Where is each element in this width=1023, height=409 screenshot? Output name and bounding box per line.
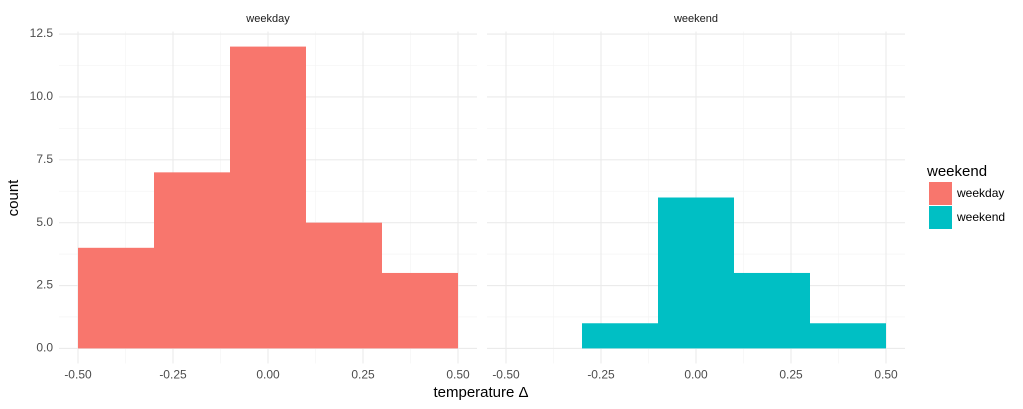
- x-axis-title: temperature Δ: [433, 384, 528, 401]
- y-tick-label: 10.0: [30, 89, 54, 103]
- x-tick-label: 0.00: [256, 368, 280, 382]
- histogram-bar: [230, 46, 306, 349]
- histogram-bar: [154, 172, 230, 349]
- legend-key: [929, 206, 952, 229]
- y-tick-label: 5.0: [36, 215, 53, 229]
- legend-label: weekend: [956, 210, 1005, 224]
- facet-label: weekend: [673, 13, 718, 25]
- x-tick-label: 0.25: [779, 368, 803, 382]
- legend-key: [929, 182, 952, 205]
- histogram-bar: [382, 272, 458, 349]
- histogram-bar: [306, 222, 382, 349]
- histogram-bar: [78, 247, 154, 349]
- legend-title: weekend: [926, 163, 987, 180]
- x-tick-label: -0.25: [587, 368, 615, 382]
- x-tick-label: -0.50: [64, 368, 92, 382]
- x-tick-label: 0.00: [684, 368, 708, 382]
- y-axis-title: count: [5, 179, 22, 217]
- y-tick-label: 12.5: [30, 26, 54, 40]
- y-tick-label: 0.0: [36, 341, 53, 355]
- legend-label: weekday: [956, 186, 1004, 200]
- x-tick-label: -0.50: [492, 368, 520, 382]
- y-tick-label: 2.5: [36, 278, 53, 292]
- histogram-bar: [734, 272, 810, 349]
- histogram-bar: [658, 197, 734, 349]
- x-tick-label: 0.50: [446, 368, 470, 382]
- y-tick-label: 7.5: [36, 152, 53, 166]
- histogram-bar: [582, 323, 658, 349]
- x-tick-label: 0.50: [874, 368, 898, 382]
- x-tick-label: 0.25: [351, 368, 375, 382]
- histogram-bar: [810, 323, 886, 349]
- facet-label: weekday: [245, 13, 290, 25]
- x-tick-label: -0.25: [159, 368, 187, 382]
